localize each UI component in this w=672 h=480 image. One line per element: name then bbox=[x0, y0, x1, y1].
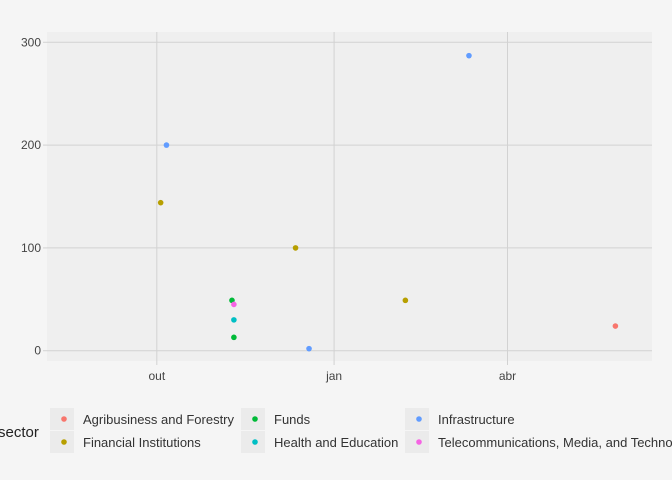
legend-dot bbox=[416, 416, 422, 422]
legend: sector Agribusiness and Forestry Financia… bbox=[0, 408, 672, 453]
legend-dot bbox=[252, 439, 258, 445]
legend-dot bbox=[61, 439, 67, 445]
x-tick-label: out bbox=[148, 369, 165, 383]
data-point bbox=[306, 345, 312, 352]
legend-label: Health and Education bbox=[274, 435, 398, 450]
data-point bbox=[231, 301, 237, 308]
y-axis-ticks: 0 100 200 300 bbox=[21, 35, 47, 358]
data-point bbox=[466, 52, 472, 59]
data-point bbox=[231, 317, 237, 323]
x-axis-ticks: out jan abr bbox=[148, 361, 516, 383]
data-point bbox=[157, 199, 164, 206]
legend-item: Health and Education bbox=[241, 431, 398, 453]
legend-items: Agribusiness and Forestry Financial Insti… bbox=[50, 408, 672, 453]
x-tick-label: abr bbox=[499, 369, 516, 383]
legend-label: Agribusiness and Forestry bbox=[83, 412, 235, 427]
legend-dot bbox=[252, 416, 258, 422]
legend-item: Infrastructure bbox=[405, 408, 515, 430]
legend-label: Infrastructure bbox=[438, 412, 515, 427]
data-points bbox=[157, 52, 619, 352]
data-point bbox=[292, 245, 299, 251]
legend-label: Telecommunications, Media, and Technolog… bbox=[438, 435, 672, 450]
legend-label: Financial Institutions bbox=[83, 435, 201, 450]
data-point bbox=[231, 334, 237, 341]
y-tick-label: 200 bbox=[21, 138, 41, 152]
legend-dot bbox=[416, 439, 422, 445]
x-tick-label: jan bbox=[325, 369, 342, 383]
data-point bbox=[163, 142, 170, 148]
legend-label: Funds bbox=[274, 412, 311, 427]
legend-dot bbox=[61, 416, 67, 422]
gridlines bbox=[47, 32, 652, 361]
legend-title: sector bbox=[0, 424, 39, 441]
legend-item: Agribusiness and Forestry bbox=[50, 408, 235, 430]
data-point bbox=[402, 297, 409, 304]
plot-panel bbox=[47, 32, 652, 361]
data-point bbox=[612, 323, 619, 329]
y-tick-label: 0 bbox=[34, 344, 41, 358]
y-tick-label: 300 bbox=[21, 35, 41, 49]
legend-item: Funds bbox=[241, 408, 311, 430]
legend-item: Financial Institutions bbox=[50, 431, 201, 453]
y-tick-label: 100 bbox=[21, 241, 41, 255]
legend-item: Telecommunications, Media, and Technolog… bbox=[405, 431, 672, 453]
